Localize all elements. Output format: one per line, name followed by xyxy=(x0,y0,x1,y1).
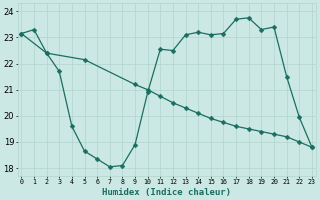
X-axis label: Humidex (Indice chaleur): Humidex (Indice chaleur) xyxy=(102,188,231,197)
